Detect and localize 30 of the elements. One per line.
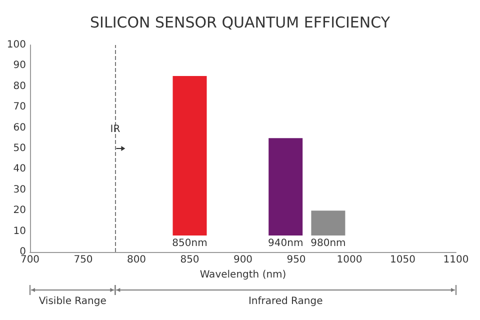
- y-tick-label: 10: [13, 226, 26, 237]
- y-tick-label: 30: [13, 184, 26, 196]
- annotation: 850nm: [172, 238, 208, 249]
- ref-line-label: IR: [110, 124, 120, 135]
- bar: [268, 138, 303, 236]
- x-tick-label: 1100: [443, 254, 469, 266]
- x-tick-label: 950: [286, 254, 306, 266]
- chart-title: SILICON SENSOR QUANTUM EFFICIENCY: [90, 14, 391, 32]
- x-tick-label: 800: [126, 254, 146, 266]
- bar: [172, 76, 207, 236]
- x-tick-label: 900: [233, 254, 253, 266]
- y-tick-label: 90: [13, 60, 26, 72]
- x-axis-title: Wavelength (nm): [200, 269, 286, 280]
- y-tick-label: 80: [13, 80, 26, 92]
- bar: [311, 210, 346, 236]
- y-tick-label: 50: [13, 143, 26, 154]
- annotation: 940nm: [268, 238, 304, 249]
- x-tick-label: 850: [180, 254, 200, 266]
- y-tick-label: 60: [13, 122, 26, 134]
- y-tick-label: 100: [6, 40, 26, 50]
- y-tick-label: 20: [13, 205, 26, 216]
- x-tick-label: 700: [20, 254, 40, 266]
- annotation: 980nm: [310, 238, 346, 249]
- x-tick-label: 1000: [336, 254, 362, 266]
- x-tick-label: 750: [74, 254, 93, 266]
- x-tick-label: 1050: [390, 254, 416, 266]
- y-tick-label: 70: [13, 102, 26, 113]
- text: Visible Range: [38, 296, 106, 307]
- text: Infrared Range: [248, 296, 323, 307]
- y-tick-label: 40: [13, 164, 26, 175]
